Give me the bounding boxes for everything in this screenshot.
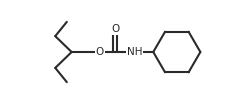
Text: O: O (111, 24, 119, 34)
Text: NH: NH (127, 47, 142, 57)
Text: O: O (96, 47, 104, 57)
